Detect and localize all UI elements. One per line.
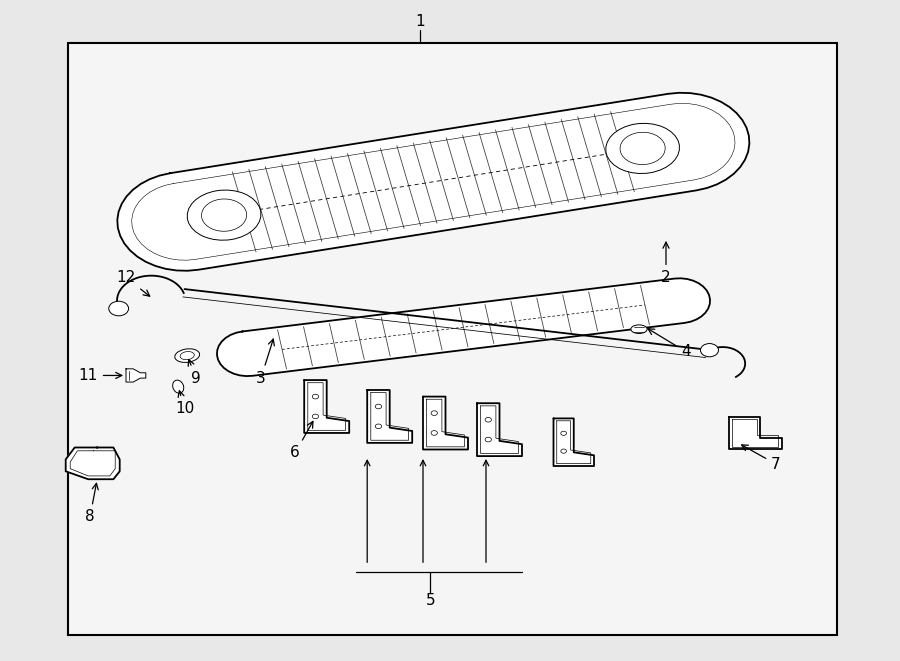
Ellipse shape (620, 132, 665, 165)
Ellipse shape (375, 404, 382, 408)
Ellipse shape (485, 438, 491, 442)
Text: 7: 7 (742, 445, 780, 471)
Polygon shape (66, 447, 120, 479)
Ellipse shape (312, 394, 319, 399)
Ellipse shape (485, 418, 491, 422)
Polygon shape (423, 397, 468, 449)
Ellipse shape (431, 410, 437, 416)
Ellipse shape (202, 199, 247, 231)
Polygon shape (126, 369, 146, 382)
Text: 9: 9 (188, 360, 201, 385)
Text: 1: 1 (416, 15, 425, 29)
Text: 6: 6 (291, 421, 313, 460)
Ellipse shape (631, 325, 647, 333)
Text: 2: 2 (662, 242, 670, 285)
Ellipse shape (173, 380, 184, 393)
Text: 10: 10 (175, 391, 194, 416)
Text: 3: 3 (256, 339, 274, 385)
Polygon shape (477, 403, 522, 456)
Bar (68, 43, 837, 635)
Ellipse shape (606, 124, 680, 173)
Ellipse shape (561, 431, 566, 436)
Polygon shape (117, 93, 750, 271)
Ellipse shape (175, 349, 200, 362)
Text: 4: 4 (648, 329, 690, 359)
Text: 8: 8 (86, 483, 98, 524)
Text: 5: 5 (426, 593, 435, 607)
Ellipse shape (312, 414, 319, 419)
Ellipse shape (187, 190, 261, 240)
Circle shape (700, 344, 718, 357)
Ellipse shape (375, 424, 382, 428)
Ellipse shape (180, 352, 194, 360)
Polygon shape (729, 417, 781, 449)
Ellipse shape (561, 449, 566, 453)
Polygon shape (554, 418, 594, 466)
Ellipse shape (431, 431, 437, 435)
Polygon shape (367, 390, 412, 443)
Polygon shape (217, 278, 710, 376)
Text: 12: 12 (116, 270, 149, 296)
Circle shape (109, 301, 129, 316)
Text: 11: 11 (78, 368, 122, 383)
Polygon shape (304, 380, 349, 433)
